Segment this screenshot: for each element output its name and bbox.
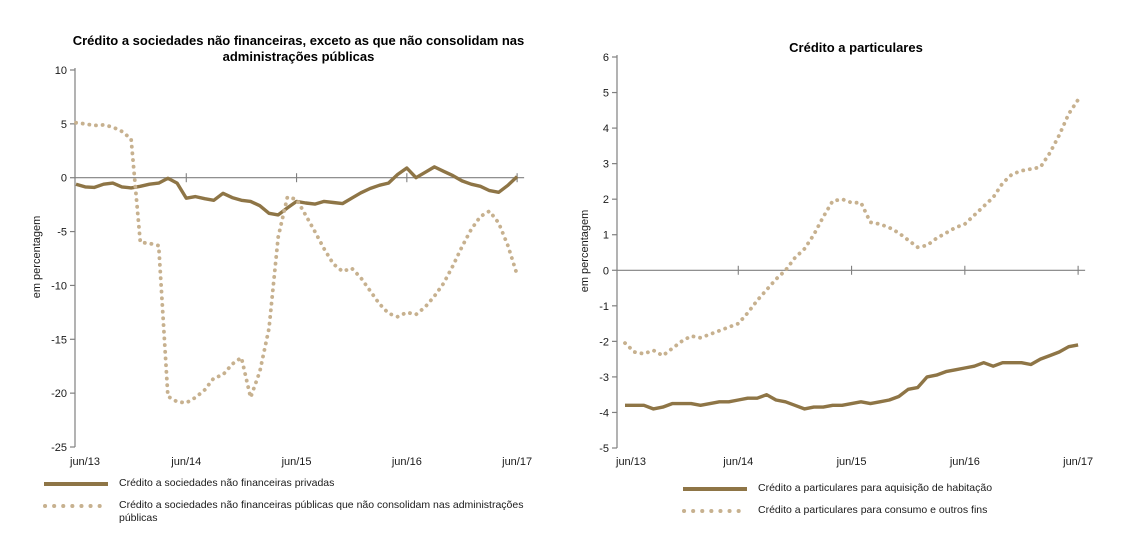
svg-text:-15: -15 xyxy=(51,334,67,346)
svg-text:jun/16: jun/16 xyxy=(949,456,980,468)
chart-panel-sociedades: Crédito a sociedades não financeiras, ex… xyxy=(0,0,567,545)
legend-item: Crédito a sociedades não financeiras púb… xyxy=(42,499,558,525)
chart-title: Crédito a sociedades não financeiras, ex… xyxy=(72,33,525,64)
legend-solid-line-icon xyxy=(44,482,108,486)
svg-text:-2: -2 xyxy=(599,336,609,348)
svg-text:-1: -1 xyxy=(599,301,609,313)
legend-item: Crédito a particulares para consumo e ou… xyxy=(681,504,1127,517)
svg-text:jun/14: jun/14 xyxy=(722,456,753,468)
svg-text:1: 1 xyxy=(603,230,609,242)
svg-text:-10: -10 xyxy=(51,280,67,292)
legend-label: Crédito a sociedades não financeiras pri… xyxy=(119,477,335,489)
legend-label: Crédito a sociedades não financeiras púb… xyxy=(119,499,524,524)
svg-text:5: 5 xyxy=(603,88,609,100)
legend-dotted-line-icon xyxy=(43,504,110,508)
legend: Crédito a sociedades não financeiras pri… xyxy=(42,477,558,534)
svg-text:2: 2 xyxy=(603,194,609,206)
svg-text:jun/17: jun/17 xyxy=(1062,456,1093,468)
svg-text:jun/16: jun/16 xyxy=(391,456,422,468)
chart-title: Crédito a particulares xyxy=(789,40,923,55)
svg-text:jun/13: jun/13 xyxy=(615,456,646,468)
svg-text:6: 6 xyxy=(603,52,609,64)
svg-text:4: 4 xyxy=(603,123,609,135)
legend-label: Crédito a particulares para aquisição de… xyxy=(758,482,993,494)
svg-text:-3: -3 xyxy=(599,372,609,384)
legend-dotted-line-icon xyxy=(682,509,749,513)
legend-label: Crédito a particulares para consumo e ou… xyxy=(758,504,988,516)
svg-text:0: 0 xyxy=(61,173,67,185)
svg-text:-5: -5 xyxy=(599,443,609,455)
legend-solid-line-icon xyxy=(683,487,747,491)
svg-text:-5: -5 xyxy=(57,227,67,239)
svg-text:3: 3 xyxy=(603,159,609,171)
legend: Crédito a particulares para aquisição de… xyxy=(681,482,1127,526)
svg-text:-20: -20 xyxy=(51,388,67,400)
svg-text:jun/14: jun/14 xyxy=(170,456,201,468)
svg-text:0: 0 xyxy=(603,265,609,277)
svg-text:jun/13: jun/13 xyxy=(69,456,100,468)
svg-text:5: 5 xyxy=(61,119,67,131)
svg-text:jun/15: jun/15 xyxy=(836,456,867,468)
svg-text:10: 10 xyxy=(55,65,67,77)
svg-text:jun/15: jun/15 xyxy=(281,456,312,468)
plot-area: 6 5 4 3 2 1 0 -1 -2 -3 -4 -5 jun/13 jun/14 jun/15 jun/1… xyxy=(599,52,1093,468)
svg-text:-25: -25 xyxy=(51,442,67,454)
legend-item: Crédito a sociedades não financeiras pri… xyxy=(42,477,558,490)
legend-item: Crédito a particulares para aquisição de… xyxy=(681,482,1127,495)
svg-text:jun/17: jun/17 xyxy=(501,456,532,468)
svg-text:-4: -4 xyxy=(599,407,609,419)
